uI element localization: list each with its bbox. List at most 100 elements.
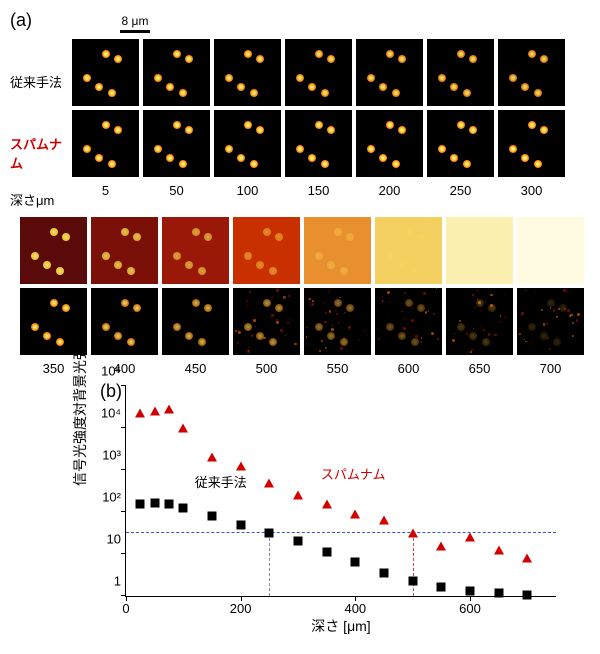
- triangle-marker-icon: [465, 533, 475, 542]
- triangle-marker-icon: [135, 409, 145, 418]
- microscopy-tile: [446, 217, 513, 284]
- microscopy-tile: [285, 39, 352, 106]
- ytick-label: 10²: [81, 490, 121, 505]
- square-marker-icon: [437, 582, 446, 591]
- square-marker-icon: [380, 568, 389, 577]
- microscopy-tile: [233, 217, 300, 284]
- microscopy-tile: [375, 288, 442, 355]
- microscopy-tile: [517, 288, 584, 355]
- top-grid-wrap: 従来手法 スパムナム 深さμm 550100150200250300: [10, 39, 590, 209]
- triangle-marker-icon: [150, 407, 160, 416]
- data-point: [236, 520, 245, 529]
- xtick-label: 200: [230, 601, 252, 616]
- square-marker-icon: [208, 512, 217, 521]
- square-marker-icon: [494, 589, 503, 598]
- row-labels-top: 従来手法 スパムナム 深さμm: [10, 39, 72, 209]
- ytick-label: 10³: [81, 448, 121, 463]
- square-marker-icon: [322, 547, 331, 556]
- depth-label: 700: [517, 359, 584, 376]
- data-point: [265, 529, 274, 538]
- microscopy-tile: [304, 288, 371, 355]
- data-point: [322, 499, 332, 508]
- depth-label: 200: [356, 181, 423, 198]
- ytick-label: 1: [81, 574, 121, 589]
- square-marker-icon: [165, 500, 174, 509]
- triangle-marker-icon: [164, 405, 174, 414]
- microscopy-tile: [517, 217, 584, 284]
- chart-xlabel: 深さ [μm]: [311, 616, 370, 636]
- depth-label: 600: [375, 359, 442, 376]
- square-marker-icon: [351, 558, 360, 567]
- depth-label: 650: [446, 359, 513, 376]
- triangle-marker-icon: [408, 529, 418, 538]
- xtick-mark: [126, 596, 127, 601]
- microscopy-tile: [143, 39, 210, 106]
- data-point: [322, 547, 331, 556]
- depth-label: 550: [304, 359, 371, 376]
- square-marker-icon: [265, 529, 274, 538]
- square-marker-icon: [466, 586, 475, 595]
- data-point: [494, 545, 504, 554]
- triangle-marker-icon: [207, 453, 217, 462]
- data-point: [408, 577, 417, 586]
- panel-b-label: (b): [100, 381, 122, 402]
- triangle-marker-icon: [379, 516, 389, 525]
- xtick-mark: [355, 596, 356, 601]
- data-point: [150, 498, 159, 507]
- depth-label: 300: [498, 181, 565, 198]
- data-point: [379, 516, 389, 525]
- data-point: [136, 500, 145, 509]
- square-marker-icon: [294, 537, 303, 546]
- depth-label: 150: [285, 181, 352, 198]
- square-marker-icon: [179, 503, 188, 512]
- data-point: [150, 407, 160, 416]
- ytick-mark: [121, 427, 126, 428]
- microscopy-tile: [162, 217, 229, 284]
- data-point: [135, 409, 145, 418]
- ytick-label: 10⁵: [81, 364, 121, 379]
- microscopy-tile: [498, 110, 565, 177]
- xtick-mark: [470, 596, 471, 601]
- depth-label: 100: [214, 181, 281, 198]
- panel-a-label: (a): [10, 10, 32, 30]
- depth-label: 5: [72, 181, 139, 198]
- microscopy-tile: [427, 110, 494, 177]
- microscopy-tile: [304, 217, 371, 284]
- data-point: [293, 491, 303, 500]
- threshold-line: [126, 532, 556, 533]
- microscopy-tile: [356, 110, 423, 177]
- triangle-marker-icon: [264, 478, 274, 487]
- microscopy-tile: [91, 288, 158, 355]
- depth-label: 450: [162, 359, 229, 376]
- microscopy-tile: [356, 39, 423, 106]
- ytick-mark: [121, 385, 126, 386]
- data-point: [523, 590, 532, 599]
- microscopy-tile: [285, 110, 352, 177]
- microscopy-tile: [162, 288, 229, 355]
- square-marker-icon: [408, 577, 417, 586]
- row-label-spamnam: スパムナム: [10, 117, 72, 189]
- data-point: [178, 424, 188, 433]
- data-point: [351, 558, 360, 567]
- triangle-marker-icon: [494, 545, 504, 554]
- microscopy-tile: [214, 110, 281, 177]
- data-point: [436, 541, 446, 550]
- square-marker-icon: [236, 520, 245, 529]
- triangle-marker-icon: [522, 554, 532, 563]
- depth-label: 250: [427, 181, 494, 198]
- ytick-mark: [121, 511, 126, 512]
- microscopy-tile: [72, 110, 139, 177]
- microscopy-tile: [233, 288, 300, 355]
- ytick-mark: [121, 553, 126, 554]
- row-label-conventional: 従来手法: [10, 45, 72, 117]
- data-point: [236, 461, 246, 470]
- data-point: [294, 537, 303, 546]
- microscopy-tile: [143, 110, 210, 177]
- triangle-marker-icon: [293, 491, 303, 500]
- microscopy-tile: [20, 217, 87, 284]
- scale-bar-text: 8 μm: [122, 14, 149, 28]
- triangle-marker-icon: [350, 510, 360, 519]
- microscopy-tile: [91, 217, 158, 284]
- microscopy-tile: [446, 288, 513, 355]
- data-point: [350, 510, 360, 519]
